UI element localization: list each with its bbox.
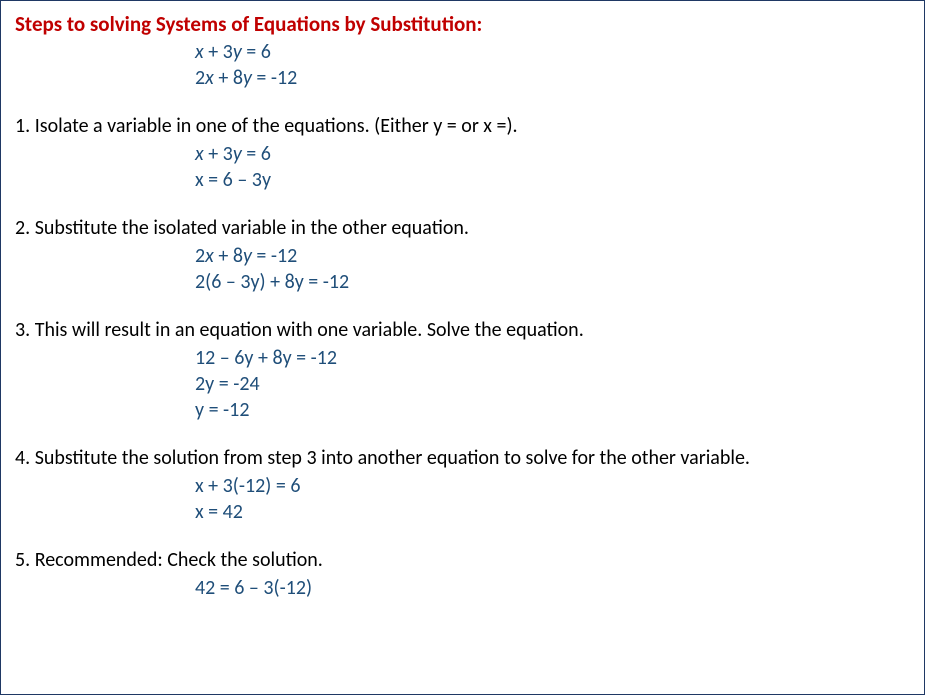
step-1-equations: x + 3y = 6 x = 6 – 3y	[15, 141, 910, 193]
step-4-eq-1: x + 3(-12) = 6	[195, 473, 910, 499]
step-2-equations: 2x + 8y = -12 2(6 – 3y) + 8y = -12	[15, 243, 910, 295]
step-3-equations: 12 – 6y + 8y = -12 2y = -24 y = -12	[15, 345, 910, 423]
step-1-text: 1. Isolate a variable in one of the equa…	[15, 113, 910, 139]
step-4-text: 4. Substitute the solution from step 3 i…	[15, 445, 910, 471]
document-title: Steps to solving Systems of Equations by…	[15, 11, 910, 37]
step-1-eq-2: x = 6 – 3y	[195, 167, 910, 193]
intro-eq-2: 2x + 8y = -12	[195, 65, 910, 91]
step-2-eq-2: 2(6 – 3y) + 8y = -12	[195, 269, 910, 295]
intro-eq-1: x + 3y = 6	[195, 39, 910, 65]
step-3-eq-1: 12 – 6y + 8y = -12	[195, 345, 910, 371]
step-1-eq-1: x + 3y = 6	[195, 141, 910, 167]
step-2-text: 2. Substitute the isolated variable in t…	[15, 215, 910, 241]
step-5-eq-1: 42 = 6 – 3(-12)	[195, 575, 910, 601]
intro-equations: x + 3y = 6 2x + 8y = -12	[15, 39, 910, 91]
document-box: Steps to solving Systems of Equations by…	[0, 0, 925, 695]
step-5-text: 5. Recommended: Check the solution.	[15, 547, 910, 573]
step-5-equations: 42 = 6 – 3(-12)	[15, 575, 910, 601]
step-3-eq-3: y = -12	[195, 397, 910, 423]
step-4-eq-2: x = 42	[195, 499, 910, 525]
step-2-eq-1: 2x + 8y = -12	[195, 243, 910, 269]
step-3-eq-2: 2y = -24	[195, 371, 910, 397]
step-4-equations: x + 3(-12) = 6 x = 42	[15, 473, 910, 525]
step-3-text: 3. This will result in an equation with …	[15, 317, 910, 343]
